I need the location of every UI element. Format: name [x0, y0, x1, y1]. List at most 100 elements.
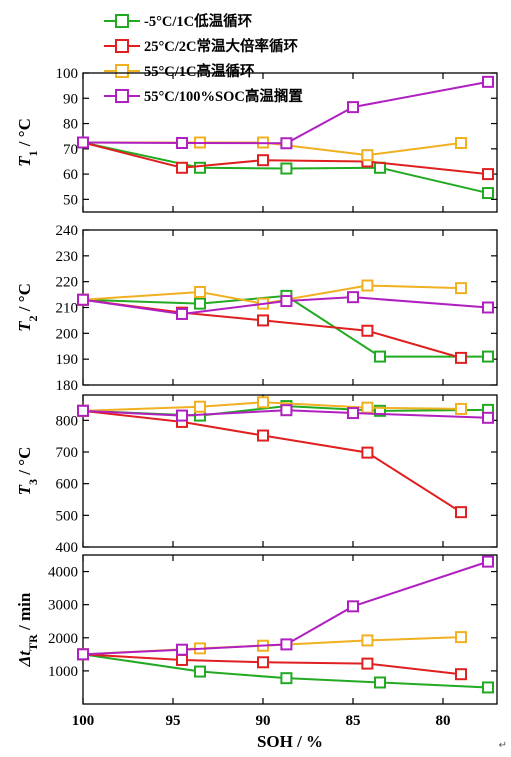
legend-label-4: 55°C/100%SOC高温搁置: [144, 87, 303, 105]
y-tick-label: 50: [63, 192, 78, 208]
legend-label-3: 55°C/1C高温循环: [144, 62, 255, 80]
data-point-series-1: [482, 681, 494, 694]
data-point-series-4: [77, 404, 89, 417]
data-point-series-2: [455, 351, 467, 364]
data-point-series-2: [257, 314, 269, 327]
legend-marker-4: [115, 89, 129, 103]
data-point-series-3: [194, 400, 206, 413]
panel-2: 180 190 200 210 220 230 240 T2 / °C: [15, 223, 498, 394]
legend-label-2: 25°C/2C常温大倍率循环: [144, 37, 299, 55]
panel-3: 400 500 600 700 800 T3 / °C: [15, 394, 498, 556]
x-tick-label: 85: [346, 713, 361, 729]
data-point-series-4: [77, 648, 89, 661]
data-point-series-4: [176, 409, 188, 422]
data-point-series-2: [361, 324, 374, 337]
x-tick-label: 95: [166, 713, 181, 729]
y-axis-label: ΔtTR / min: [15, 592, 40, 667]
data-point-series-4: [482, 555, 494, 568]
legend-marker-3: [115, 64, 129, 78]
data-point-series-2: [176, 653, 188, 666]
data-point-series-3: [361, 279, 374, 292]
y-tick-label: 90: [63, 91, 78, 107]
x-tick-label: 100: [72, 713, 95, 729]
y-tick-label: 400: [56, 540, 79, 556]
y-tick-label: 4000: [48, 565, 78, 581]
data-point-series-1: [374, 350, 386, 363]
data-point-series-2: [361, 657, 374, 670]
panel-frame: [82, 394, 498, 548]
legend-label-1: -5°C/1C低温循环: [144, 12, 253, 30]
y-tick-label: 220: [56, 275, 79, 291]
data-point-series-2: [455, 506, 467, 519]
data-point-series-2: [176, 161, 188, 174]
data-point-series-1: [280, 672, 293, 685]
y-tick-label: 80: [63, 117, 78, 133]
data-point-series-1: [194, 297, 206, 310]
data-point-series-4: [347, 101, 359, 114]
data-point-series-3: [194, 286, 206, 298]
y-tick-label: 200: [56, 326, 79, 342]
data-point-series-2: [455, 668, 467, 681]
y-tick-label: 1000: [48, 664, 78, 680]
y-tick-label: 700: [56, 445, 79, 461]
data-point-series-3: [361, 149, 374, 162]
y-tick-label: 180: [56, 378, 79, 394]
y-tick-label: 210: [56, 301, 79, 317]
data-point-series-1: [374, 404, 386, 417]
y-tick-label: 2000: [48, 631, 78, 647]
series-line-3: [82, 401, 462, 412]
legend-marker-2: [115, 39, 129, 53]
y-tick-label: 230: [56, 249, 79, 265]
data-point-series-4: [176, 137, 188, 150]
data-point-series-4: [77, 293, 89, 306]
data-point-series-4: [347, 407, 359, 420]
return-mark: ↵: [498, 740, 507, 751]
legend: -5°C/1C低温循环 25°C/2C常温大倍率循环 55°C/1C高温循环 55°C…: [104, 12, 303, 105]
series-line-3: [83, 141, 462, 157]
x-axis: 100 95 90 85 80 SOH / %: [72, 713, 451, 751]
data-point-series-4: [347, 291, 359, 304]
y-tick-label: 600: [56, 477, 79, 493]
y-tick-label: 500: [56, 508, 79, 524]
data-point-series-2: [257, 656, 269, 669]
data-point-series-3: [455, 282, 467, 295]
data-point-series-4: [482, 75, 494, 88]
panel-4: 1000 2000 3000 4000 ΔtTR / min: [15, 554, 498, 705]
data-point-series-1: [280, 162, 293, 175]
y-tick-label: 100: [56, 66, 79, 82]
x-tick-label: 80: [436, 713, 451, 729]
legend-marker-1: [115, 14, 129, 28]
data-point-series-4: [280, 404, 293, 417]
data-point-series-4: [280, 638, 293, 651]
data-point-series-1: [374, 676, 386, 689]
y-tick-label: 190: [56, 352, 79, 368]
y-tick-label: 3000: [48, 598, 78, 614]
data-point-series-3: [455, 137, 467, 150]
data-point-series-3: [257, 396, 269, 409]
data-point-series-4: [482, 301, 494, 314]
panel-frame: [82, 554, 498, 705]
data-point-series-3: [455, 402, 467, 415]
data-point-series-1: [482, 350, 494, 363]
data-point-series-4: [280, 295, 293, 308]
data-point-series-2: [482, 168, 494, 181]
data-point-series-4: [176, 643, 188, 656]
data-point-series-2: [257, 154, 269, 167]
data-point-series-3: [361, 634, 374, 647]
panel-1: 50 60 70 80 90 100 T1 / °C: [15, 66, 498, 213]
y-tick-label: 800: [56, 413, 79, 429]
chart-panels: 50 60 70 80 90 100 T1 / °C 180 190 200 210 220 230 24…: [15, 66, 498, 705]
y-tick-label: 70: [63, 142, 78, 158]
data-point-series-1: [482, 187, 494, 200]
y-tick-label: 60: [63, 167, 78, 183]
y-axis-label: T1 / °C: [15, 118, 40, 167]
data-point-series-1: [194, 161, 206, 174]
data-point-series-2: [361, 446, 374, 459]
data-point-series-4: [176, 307, 188, 320]
data-point-series-1: [194, 665, 206, 678]
data-point-series-4: [280, 137, 293, 150]
data-point-series-4: [77, 136, 89, 149]
data-point-series-4: [347, 600, 359, 613]
data-point-series-4: [482, 411, 494, 424]
